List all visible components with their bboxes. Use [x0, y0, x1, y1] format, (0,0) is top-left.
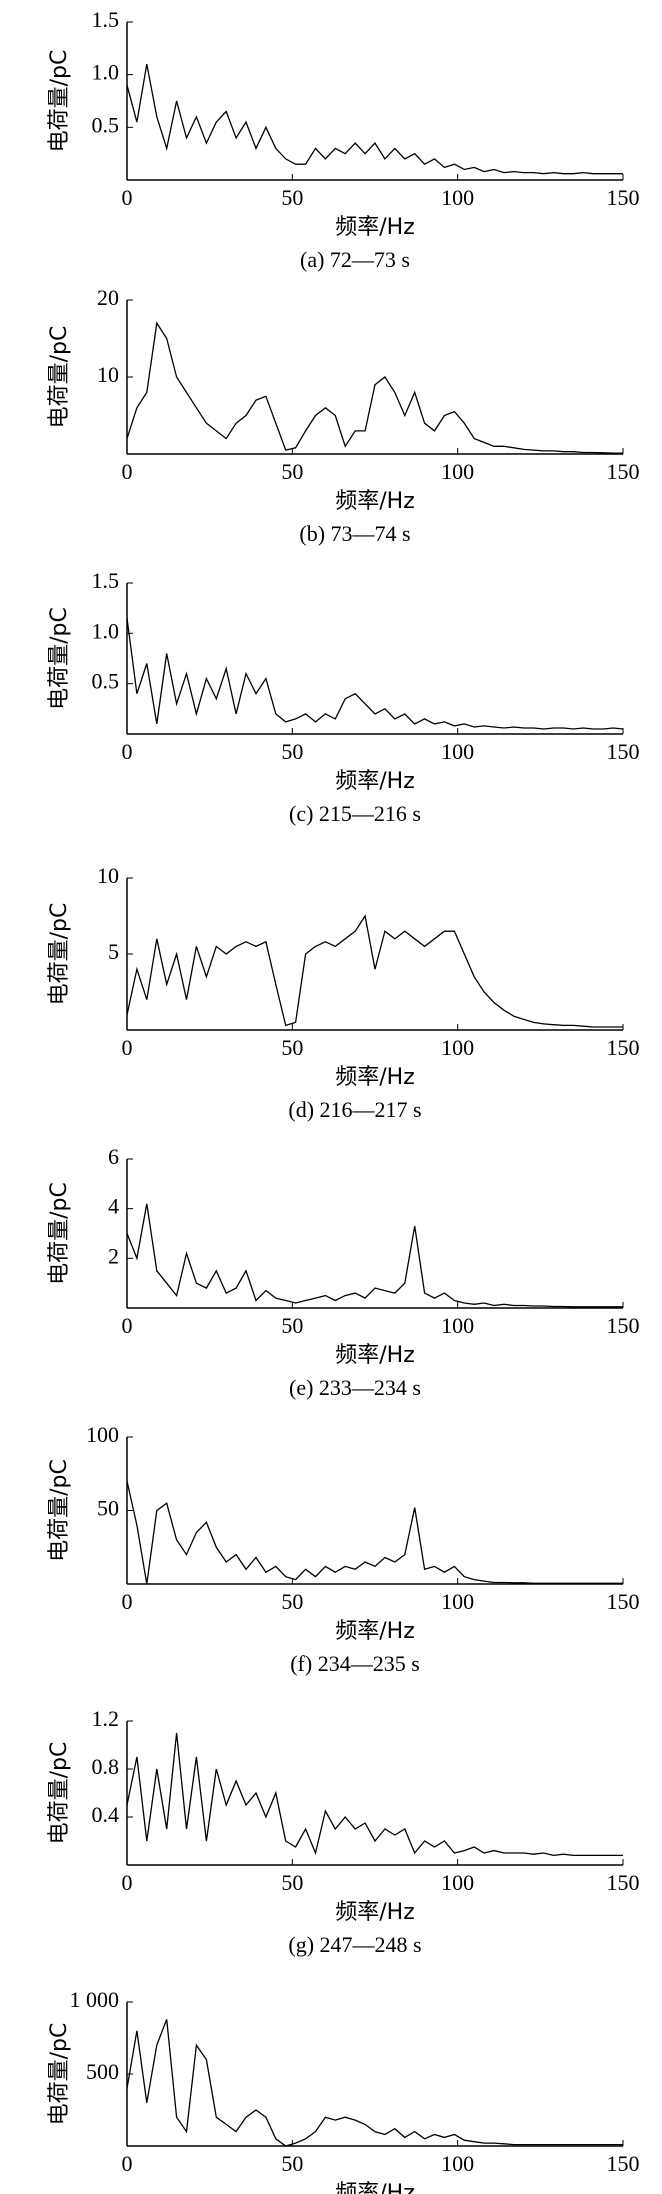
x-tick-label: 100: [441, 1589, 474, 1614]
x-tick-label: 0: [122, 1870, 133, 1895]
x-tick-label: 50: [281, 459, 303, 484]
x-axis-label: 频率/Hz: [335, 769, 415, 794]
x-axis-label: 频率/Hz: [335, 1065, 415, 1090]
data-line: [126, 1480, 623, 1585]
y-tick-label: 4: [108, 1194, 119, 1219]
data-line: [126, 63, 623, 175]
data-line: [126, 2019, 623, 2147]
caption: (g) 247—248 s: [288, 1932, 421, 1957]
y-tick-label: 1.5: [92, 568, 120, 593]
x-tick-label: 150: [607, 739, 640, 764]
y-tick-label: 500: [86, 2059, 119, 2084]
x-axis-label: 频率/Hz: [335, 1900, 415, 1925]
y-tick-label: 1.5: [92, 7, 120, 32]
y-tick-label: 0.4: [92, 1802, 120, 1827]
x-axis-label: 频率/Hz: [335, 489, 415, 514]
x-tick-label: 0: [122, 185, 133, 210]
y-tick-label: 0.5: [92, 669, 120, 694]
y-tick-label: 20: [97, 285, 119, 310]
data-line: [126, 618, 624, 730]
y-tick-label: 6: [108, 1144, 119, 1169]
x-tick-label: 50: [281, 2151, 303, 2176]
y-tick-label: 5: [108, 939, 119, 964]
y-tick-label: 100: [86, 1422, 119, 1447]
y-tick-label: 1.0: [92, 618, 120, 643]
x-tick-label: 150: [607, 2151, 640, 2176]
y-tick-label: 1.2: [92, 1706, 120, 1731]
x-tick-label: 0: [122, 739, 133, 764]
x-axis-label: 频率/Hz: [335, 2181, 415, 2194]
caption: (e) 233—234 s: [289, 1375, 421, 1400]
y-tick-label: 1 000: [70, 1987, 120, 2012]
y-tick-label: 1.0: [92, 60, 120, 85]
y-axis-label: 电荷量/pC: [47, 607, 72, 710]
data-line: [126, 914, 623, 1028]
y-axis-label: 电荷量/pC: [47, 903, 72, 1006]
x-tick-label: 50: [281, 1313, 303, 1338]
x-tick-label: 150: [607, 1035, 640, 1060]
x-axis-label: 频率/Hz: [335, 1619, 415, 1644]
x-tick-label: 0: [122, 2151, 133, 2176]
caption: (b) 73—74 s: [299, 521, 410, 546]
y-tick-label: 0.5: [92, 112, 120, 137]
x-tick-label: 150: [607, 185, 640, 210]
caption: (f) 234—235 s: [290, 1651, 420, 1676]
x-tick-label: 100: [441, 1870, 474, 1895]
caption: (a) 72—73 s: [300, 247, 410, 272]
data-line: [126, 1203, 623, 1308]
x-tick-label: 150: [607, 1589, 640, 1614]
x-tick-label: 100: [441, 459, 474, 484]
y-axis-label: 电荷量/pC: [47, 1742, 72, 1845]
x-tick-label: 150: [607, 1870, 640, 1895]
x-tick-label: 50: [281, 1870, 303, 1895]
y-tick-label: 10: [97, 362, 119, 387]
data-line: [126, 1732, 623, 1857]
y-axis-label: 电荷量/pC: [47, 326, 72, 429]
x-axis-label: 频率/Hz: [335, 215, 415, 240]
x-tick-label: 150: [607, 459, 640, 484]
x-tick-label: 50: [281, 1589, 303, 1614]
y-axis-label: 电荷量/pC: [47, 1459, 72, 1562]
y-tick-label: 50: [97, 1496, 119, 1521]
x-tick-label: 100: [441, 739, 474, 764]
x-tick-label: 100: [441, 1313, 474, 1338]
data-line: [126, 321, 623, 454]
y-tick-label: 2: [108, 1243, 119, 1268]
x-tick-label: 50: [281, 1035, 303, 1060]
x-tick-label: 100: [441, 2151, 474, 2176]
x-tick-label: 100: [441, 1035, 474, 1060]
x-tick-label: 0: [122, 459, 133, 484]
x-axis-label: 频率/Hz: [335, 1343, 415, 1368]
y-axis-label: 电荷量/pC: [47, 2023, 72, 2126]
y-tick-label: 0.8: [92, 1754, 120, 1779]
caption: (d) 216—217 s: [288, 1097, 421, 1122]
y-tick-label: 10: [97, 863, 119, 888]
x-tick-label: 0: [122, 1589, 133, 1614]
x-tick-label: 0: [122, 1313, 133, 1338]
x-tick-label: 0: [122, 1035, 133, 1060]
caption: (c) 215—216 s: [289, 801, 421, 826]
x-tick-label: 50: [281, 185, 303, 210]
x-tick-label: 100: [441, 185, 474, 210]
x-tick-label: 50: [281, 739, 303, 764]
x-tick-label: 150: [607, 1313, 640, 1338]
y-axis-label: 电荷量/pC: [47, 1182, 72, 1285]
y-axis-label: 电荷量/pC: [47, 50, 72, 153]
